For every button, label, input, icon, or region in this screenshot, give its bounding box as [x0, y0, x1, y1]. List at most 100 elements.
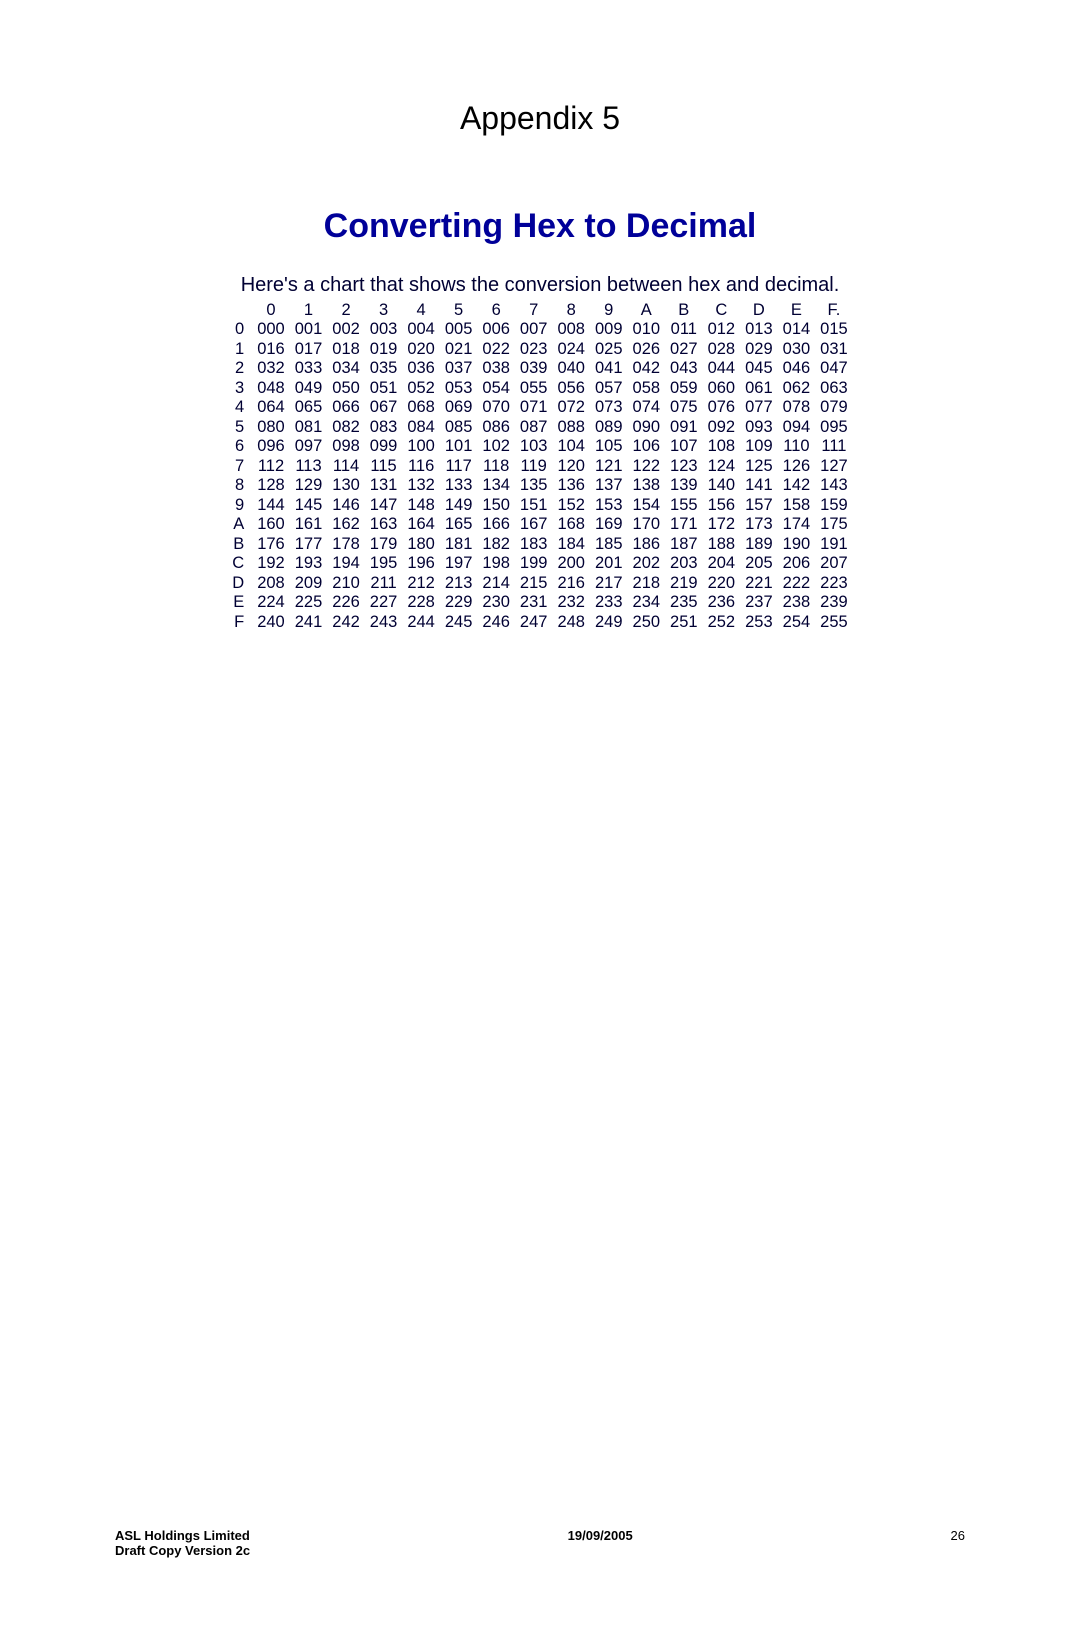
row-label: 3: [227, 379, 252, 398]
row-label: 0: [227, 320, 252, 339]
footer: ASL Holdings Limited 19/09/2005 26 Draft…: [0, 1528, 1080, 1558]
table-cell: 218: [628, 574, 666, 593]
table-cell: 121: [590, 457, 628, 476]
table-cell: 107: [665, 437, 703, 456]
row-label: 5: [227, 418, 252, 437]
col-header: 2: [327, 301, 365, 320]
table-cell: 212: [402, 574, 440, 593]
table-cell: 156: [703, 496, 741, 515]
table-cell: 055: [515, 379, 553, 398]
table-cell: 114: [327, 457, 365, 476]
table-cell: 002: [327, 320, 365, 339]
table-cell: 099: [365, 437, 403, 456]
table-cell: 134: [477, 476, 515, 495]
table-cell: 237: [740, 593, 778, 612]
table-cell: 213: [440, 574, 478, 593]
table-cell: 228: [402, 593, 440, 612]
row-label: D: [227, 574, 252, 593]
table-cell: 219: [665, 574, 703, 593]
table-cell: 243: [365, 613, 403, 632]
table-cell: 181: [440, 535, 478, 554]
footer-subline: Draft Copy Version 2c: [115, 1543, 965, 1558]
table-cell: 231: [515, 593, 553, 612]
table-cell: 067: [365, 398, 403, 417]
table-cell: 033: [290, 359, 328, 378]
table-cell: 012: [703, 320, 741, 339]
table-cell: 094: [778, 418, 816, 437]
table-cell: 041: [590, 359, 628, 378]
table-cell: 024: [552, 340, 590, 359]
table-cell: 072: [552, 398, 590, 417]
table-cell: 076: [703, 398, 741, 417]
table-cell: 109: [740, 437, 778, 456]
table-cell: 061: [740, 379, 778, 398]
table-cell: 254: [778, 613, 816, 632]
table-cell: 030: [778, 340, 816, 359]
table-cell: 193: [290, 554, 328, 573]
table-cell: 125: [740, 457, 778, 476]
table-cell: 062: [778, 379, 816, 398]
col-header: 4: [402, 301, 440, 320]
col-header: 7: [515, 301, 553, 320]
table-cell: 115: [365, 457, 403, 476]
table-cell: 133: [440, 476, 478, 495]
table-cell: 175: [815, 515, 853, 534]
row-label: 1: [227, 340, 252, 359]
table-cell: 010: [628, 320, 666, 339]
footer-date: 19/09/2005: [568, 1528, 633, 1543]
table-cell: 210: [327, 574, 365, 593]
col-header: 1: [290, 301, 328, 320]
table-cell: 223: [815, 574, 853, 593]
table-cell: 000: [252, 320, 290, 339]
table-cell: 118: [477, 457, 515, 476]
table-cell: 054: [477, 379, 515, 398]
row-label: 7: [227, 457, 252, 476]
table-cell: 013: [740, 320, 778, 339]
table-cell: 098: [327, 437, 365, 456]
table-cell: 057: [590, 379, 628, 398]
table-cell: 241: [290, 613, 328, 632]
table-cell: 164: [402, 515, 440, 534]
row-label: B: [227, 535, 252, 554]
table-cell: 122: [628, 457, 666, 476]
table-cell: 201: [590, 554, 628, 573]
table-cell: 227: [365, 593, 403, 612]
table-cell: 229: [440, 593, 478, 612]
table-cell: 031: [815, 340, 853, 359]
table-cell: 211: [365, 574, 403, 593]
table-cell: 023: [515, 340, 553, 359]
table-cell: 060: [703, 379, 741, 398]
table-cell: 200: [552, 554, 590, 573]
col-header: A: [628, 301, 666, 320]
table-cell: 089: [590, 418, 628, 437]
table-cell: 051: [365, 379, 403, 398]
table-cell: 091: [665, 418, 703, 437]
table-cell: 171: [665, 515, 703, 534]
table-cell: 242: [327, 613, 365, 632]
table-cell: 222: [778, 574, 816, 593]
table-cell: 126: [778, 457, 816, 476]
table-cell: 070: [477, 398, 515, 417]
table-cell: 009: [590, 320, 628, 339]
table-cell: 216: [552, 574, 590, 593]
table-cell: 106: [628, 437, 666, 456]
table-cell: 081: [290, 418, 328, 437]
col-header: B: [665, 301, 703, 320]
table-cell: 127: [815, 457, 853, 476]
table-cell: 161: [290, 515, 328, 534]
table-cell: 069: [440, 398, 478, 417]
table-cell: 100: [402, 437, 440, 456]
table-cell: 019: [365, 340, 403, 359]
table-cell: 180: [402, 535, 440, 554]
row-label: C: [227, 554, 252, 573]
col-header: 5: [440, 301, 478, 320]
table-cell: 214: [477, 574, 515, 593]
table-cell: 001: [290, 320, 328, 339]
table-cell: 196: [402, 554, 440, 573]
table-cell: 026: [628, 340, 666, 359]
table-cell: 063: [815, 379, 853, 398]
table-cell: 074: [628, 398, 666, 417]
table-cell: 159: [815, 496, 853, 515]
table-cell: 235: [665, 593, 703, 612]
table-cell: 043: [665, 359, 703, 378]
